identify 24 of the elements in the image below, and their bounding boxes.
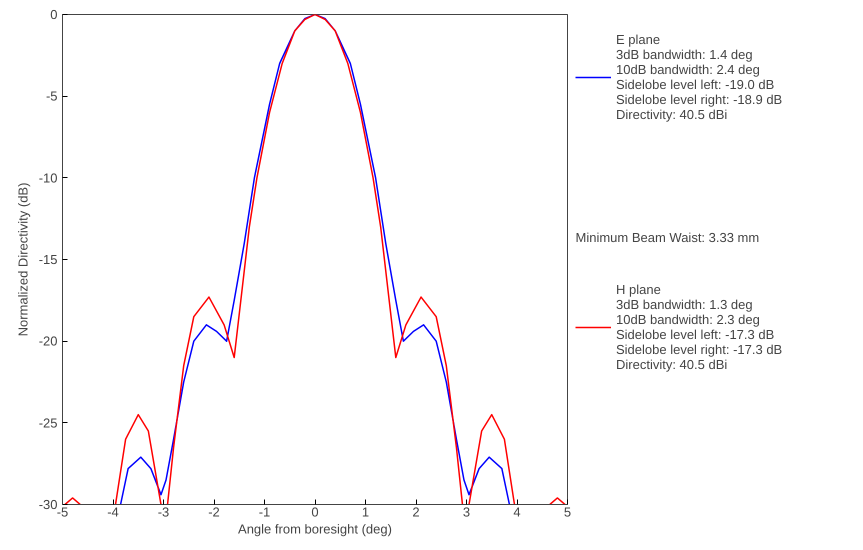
y-tick-label: 0: [50, 7, 58, 22]
y-tick-label: -5: [46, 88, 58, 104]
x-tick-label: -3: [158, 504, 170, 520]
y-tick-label: -30: [38, 497, 58, 512]
y-tick-label: -10: [38, 170, 58, 186]
x-tick-label: -5: [56, 504, 68, 520]
y-axis-title: Normalized Directivity (dB): [16, 182, 31, 336]
y-tick-label: -25: [38, 415, 58, 430]
legend-label: E plane 3dB bandwidth: 1.4 deg 10dB bandwidth: 2.4 deg Sidelobe level left: -19.0 dB Sidelobe level right: -18.9 dB Directivity: 40.5 dBi: [616, 32, 782, 122]
x-axis-title: Angle from boresight (deg): [238, 522, 392, 536]
x-tick-label: 0: [311, 504, 319, 520]
x-tick-label: 5: [564, 504, 572, 520]
x-tick-label: -1: [258, 504, 270, 520]
x-tick-label: 2: [412, 504, 420, 520]
x-tick-label: 3: [462, 504, 470, 520]
x-tick-label: -4: [107, 504, 119, 520]
legend-label: H plane 3dB bandwidth: 1.3 deg 10dB bandwidth: 2.3 deg Sidelobe level left: -17.3 dB Sidelobe level right: -17.3 dB Directivity: 40.5 dBi: [616, 282, 782, 372]
y-tick-label: -15: [38, 252, 58, 267]
x-tick-label: 4: [513, 504, 521, 520]
y-tick-label: -20: [38, 334, 58, 349]
x-tick-label: -2: [208, 504, 220, 520]
line-series: [120, 14, 510, 504]
text: Minimum Beam Waist: 3.33 mm: [576, 230, 760, 245]
x-tick-label: 1: [362, 504, 370, 520]
